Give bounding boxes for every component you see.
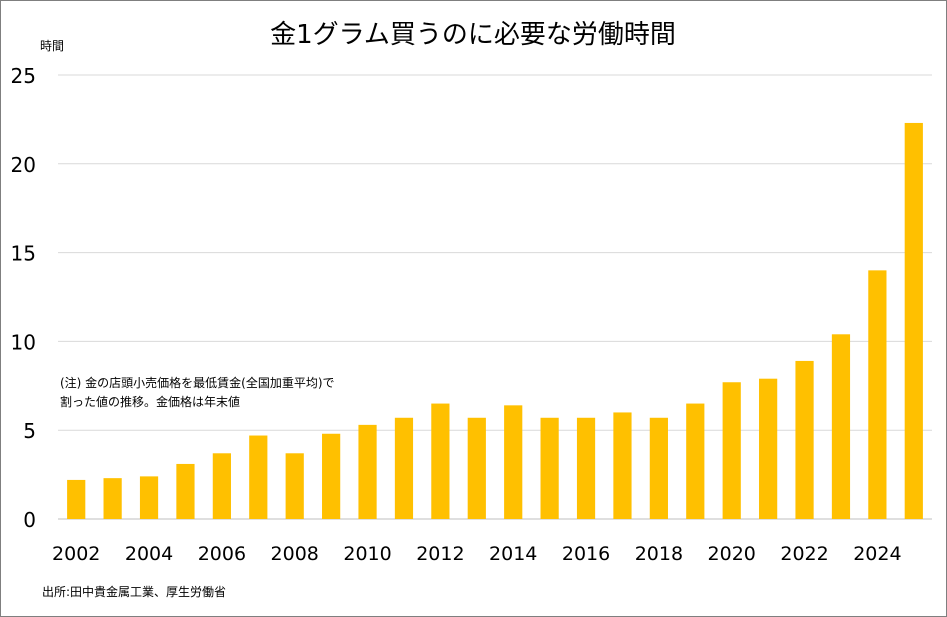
x-tick-label-2002: 2002	[52, 543, 100, 565]
y-tick-label-0: 0	[23, 508, 36, 532]
bar-2016	[576, 417, 596, 519]
x-tick-label-2004: 2004	[125, 543, 173, 565]
bar-2005	[176, 463, 195, 519]
bar-2006	[212, 453, 231, 519]
y-tick-labels: 0 5 10 15 20 25	[11, 64, 36, 532]
x-tick-labels: 2002 2004 2006 2008 2010 2012 2014 2016 2018 2020…	[52, 543, 902, 565]
bar-2023	[831, 334, 851, 519]
y-tick-label-25: 25	[11, 64, 36, 88]
x-tick-label-2024: 2024	[853, 543, 901, 565]
x-tick-label-2014: 2014	[489, 543, 537, 565]
bar-2018	[649, 417, 668, 519]
bar-2025	[904, 122, 923, 520]
bar-2007	[249, 435, 268, 519]
bar-2020	[722, 382, 741, 519]
y-tick-label-15: 15	[11, 242, 36, 266]
bar-2012	[431, 403, 450, 519]
bar-2009	[322, 433, 341, 519]
y-tick-label-20: 20	[11, 153, 36, 177]
x-tick-label-2008: 2008	[271, 543, 319, 565]
bar-2008	[285, 453, 304, 519]
y-axis-unit-label: 時間	[40, 39, 64, 53]
bar-2011	[394, 417, 414, 519]
chart-title: 金1グラム買うのに必要な労働時間	[270, 20, 676, 50]
chart-note-line-1: (注) 金の店頭小売価格を最低賃金(全国加重平均)で	[60, 375, 335, 390]
bar-2015	[540, 417, 559, 519]
chart-note-line-2: 割った値の推移。金価格は年末値	[60, 394, 240, 409]
bar-2013	[467, 417, 486, 519]
grid-layer	[58, 74, 932, 520]
x-tick-label-2010: 2010	[343, 543, 391, 565]
bar-2004	[139, 476, 159, 519]
x-tick-label-2022: 2022	[780, 543, 828, 565]
bar-2010	[358, 424, 377, 519]
y-tick-label-10: 10	[11, 330, 36, 354]
bar-2003	[103, 478, 122, 519]
bar-2022	[795, 360, 814, 519]
x-tick-label-2018: 2018	[635, 543, 683, 565]
bar-2014	[504, 405, 523, 519]
x-tick-label-2020: 2020	[708, 543, 756, 565]
chart-source: 出所:田中貴金属工業、厚生労働省	[42, 584, 226, 599]
bar-2024	[868, 270, 887, 519]
bar-2019	[686, 403, 705, 519]
y-tick-label-5: 5	[23, 419, 36, 443]
bar-2002	[67, 479, 86, 519]
bar-2021	[759, 378, 778, 519]
x-tick-label-2016: 2016	[562, 543, 610, 565]
bars-layer	[67, 122, 923, 520]
bar-2017	[613, 412, 632, 519]
x-tick-label-2012: 2012	[416, 543, 464, 565]
x-tick-label-2006: 2006	[198, 543, 246, 565]
